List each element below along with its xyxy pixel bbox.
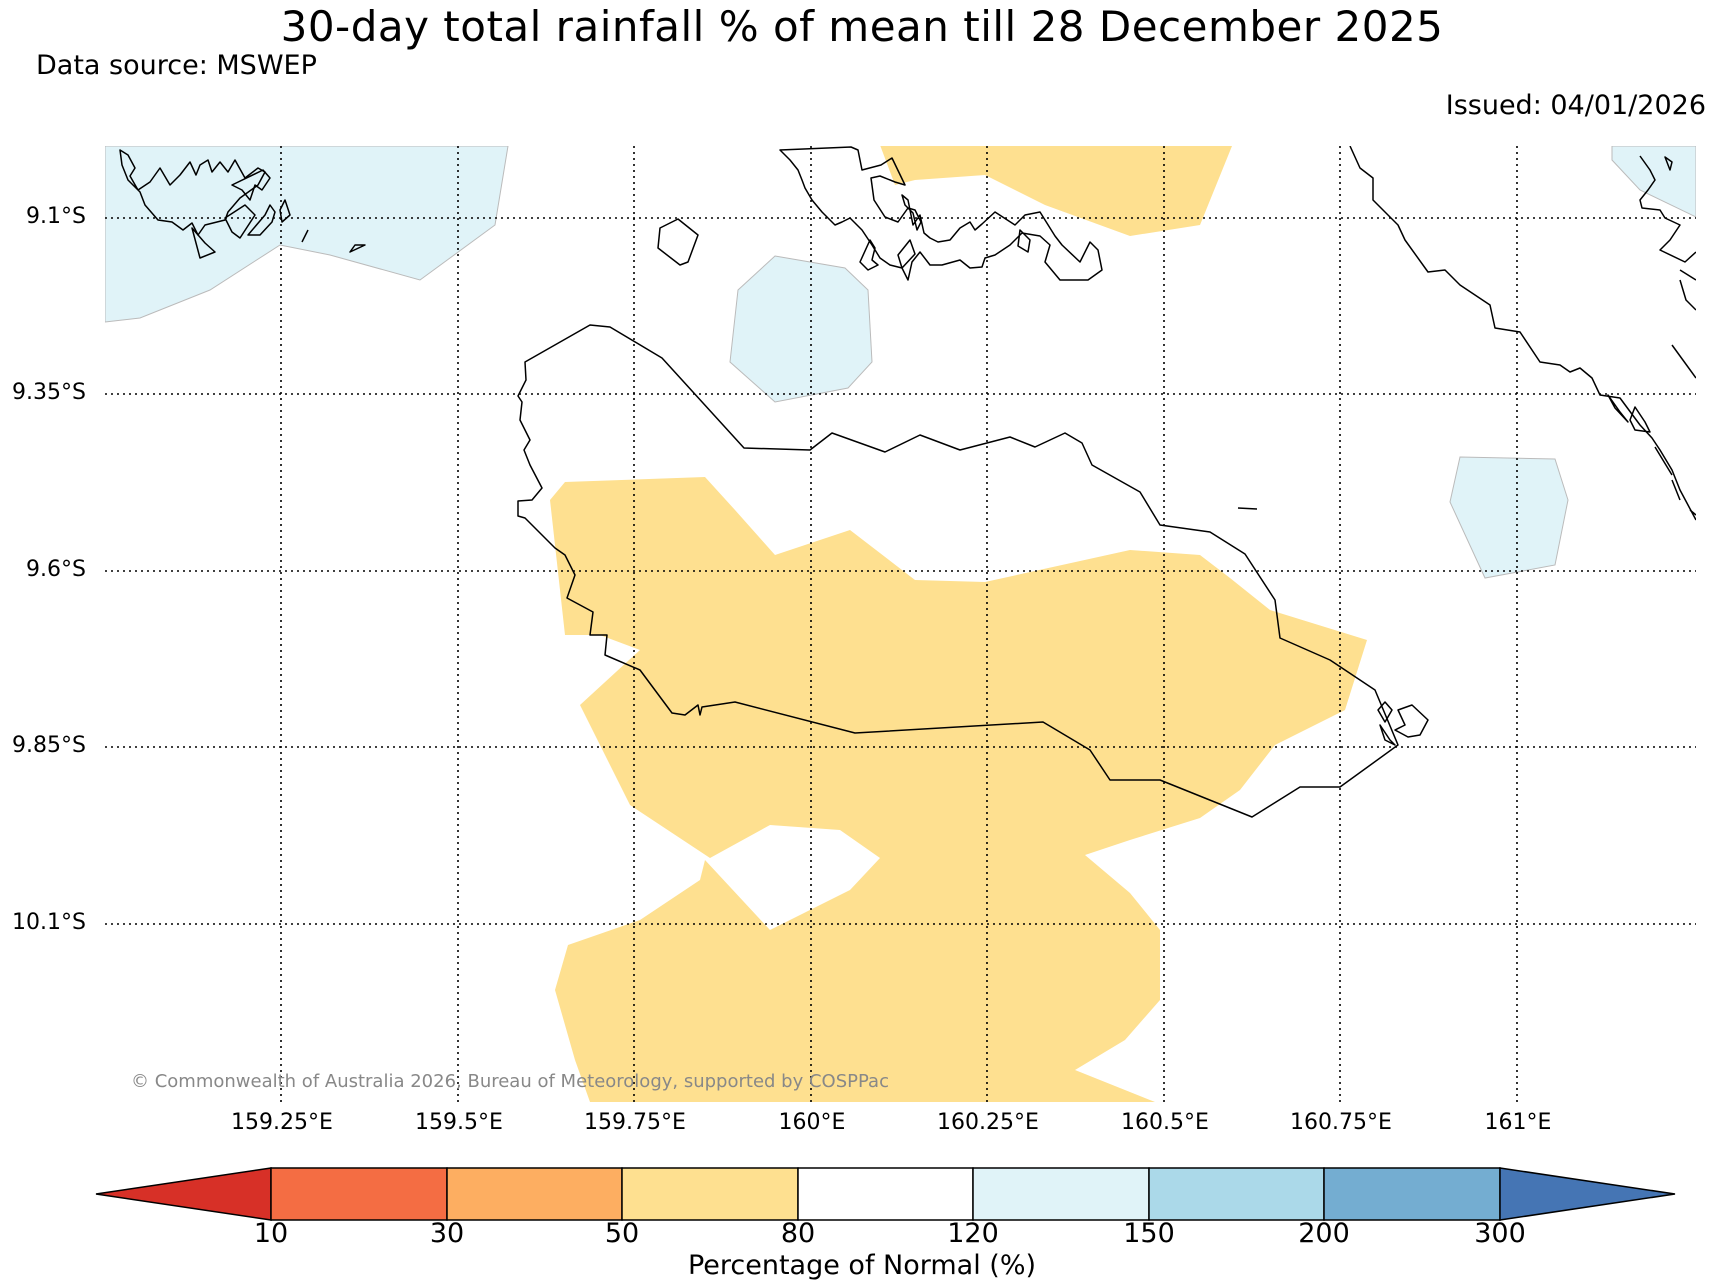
lat-grid-lines [105, 217, 1696, 925]
lon-label: 159.75°E [584, 1110, 686, 1135]
data-source: Data source: MSWEP [36, 50, 317, 81]
colorbar-title: Percentage of Normal (%) [687, 1250, 1037, 1281]
colorbar-tick: 200 [1298, 1218, 1350, 1249]
lon-label: 160.75°E [1290, 1110, 1392, 1135]
colorbar-bin-150-200 [1148, 1167, 1325, 1221]
lat-label: 9.85°S [12, 733, 86, 758]
copyright-notice: © Commonwealth of Australia 2026, Bureau… [131, 1071, 889, 1092]
colorbar-extend-high [1499, 1167, 1676, 1221]
colorbar-extend-low [95, 1167, 272, 1221]
colorbar-bin-80-120 [797, 1167, 974, 1221]
colorbar-bin-30-50 [446, 1167, 623, 1221]
colorbar-bin-200-300 [1323, 1167, 1501, 1221]
colorbar-tick: 30 [429, 1218, 465, 1249]
lon-label: 159.5°E [415, 1110, 503, 1135]
lat-label: 10.1°S [12, 910, 86, 935]
colorbar-tick: 80 [780, 1218, 816, 1249]
lon-label: 161°E [1484, 1110, 1552, 1135]
colorbar-tick: 50 [604, 1218, 640, 1249]
colorbar-bin-120-150 [972, 1167, 1150, 1221]
colorbar-tick: 300 [1474, 1218, 1526, 1249]
colorbar [95, 1167, 1676, 1221]
colorbar-tick: 10 [253, 1218, 289, 1249]
lon-label: 160.25°E [937, 1110, 1039, 1135]
colorbar-tick: 120 [947, 1218, 999, 1249]
colorbar-bin-50-80 [621, 1167, 799, 1221]
coastlines [119, 146, 1696, 818]
lat-label: 9.6°S [26, 557, 86, 582]
colorbar-bin-10-30 [270, 1167, 448, 1221]
lat-label: 9.1°S [26, 204, 86, 229]
map-title: 30-day total rainfall % of mean till 28 … [280, 2, 1444, 51]
lon-label: 160°E [778, 1110, 846, 1135]
lon-label: 160.5°E [1121, 1110, 1209, 1135]
wet-region-fill [105, 146, 1696, 579]
lat-label: 9.35°S [12, 380, 86, 405]
colorbar-tick: 150 [1123, 1218, 1175, 1249]
issued-date: Issued: 04/01/2026 [1445, 90, 1706, 121]
dry-region-fill [550, 146, 1367, 1102]
lon-label: 159.25°E [231, 1110, 333, 1135]
